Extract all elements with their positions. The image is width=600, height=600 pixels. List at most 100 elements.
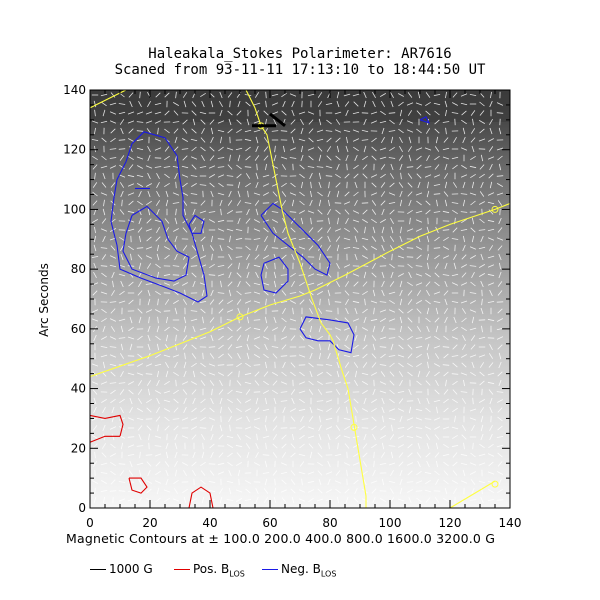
vector-mark [407, 362, 413, 368]
vector-mark [390, 451, 394, 459]
vector-mark [202, 244, 204, 252]
vector-mark [120, 253, 124, 261]
vector-mark [217, 327, 225, 331]
vector-mark [407, 335, 413, 341]
vector-mark [371, 146, 377, 152]
vector-mark [137, 254, 143, 260]
vector-mark [173, 146, 179, 152]
negative-contour [299, 316, 355, 354]
vector-mark [137, 308, 143, 314]
vector-mark [472, 442, 474, 450]
vector-mark [246, 343, 250, 351]
vector-mark [308, 497, 314, 503]
vector-mark [497, 200, 503, 206]
vector-mark [345, 154, 349, 162]
vector-mark [154, 445, 162, 447]
vector-mark [127, 454, 135, 456]
vector-mark [443, 308, 449, 314]
vector-mark [380, 200, 386, 206]
vector-mark [388, 112, 396, 114]
vector-mark [228, 487, 232, 495]
vector-mark [290, 272, 296, 278]
vector-mark [425, 317, 431, 323]
vector-mark [272, 443, 278, 449]
vector-mark [317, 308, 323, 314]
vector-mark [380, 318, 386, 322]
vector-mark [201, 434, 205, 440]
vector-mark [426, 307, 430, 315]
vector-mark [157, 127, 159, 135]
vector-mark [163, 390, 171, 394]
vector-mark [424, 147, 432, 151]
vector-mark [289, 93, 297, 97]
vector-mark [137, 380, 143, 386]
vector-mark [201, 100, 205, 108]
vector-mark [209, 407, 215, 413]
vector-mark [406, 436, 414, 438]
vector-mark [199, 255, 207, 259]
vector-mark [481, 298, 483, 306]
vector-mark [173, 110, 179, 116]
vector-mark [129, 145, 133, 153]
vector-mark [479, 399, 485, 403]
vector-mark [398, 273, 404, 277]
vector-mark [445, 91, 447, 99]
vector-mark [326, 146, 332, 152]
vector-mark [407, 110, 413, 116]
vector-mark [461, 434, 467, 440]
vector-mark [434, 353, 440, 359]
vector-mark [281, 317, 287, 323]
vector-mark [335, 335, 341, 341]
vector-mark [272, 470, 278, 476]
vector-mark [209, 174, 215, 178]
vector-mark [335, 182, 341, 188]
vector-mark [110, 371, 116, 377]
vector-mark [461, 264, 467, 268]
vector-mark [362, 390, 368, 394]
vector-mark [444, 181, 448, 189]
vector-mark [371, 209, 377, 215]
vector-mark [182, 389, 188, 395]
vector-mark [407, 182, 413, 188]
chart-subtitle: Scaned from 93-11-11 17:13:10 to 18:44:5… [114, 62, 486, 78]
vector-mark [200, 146, 206, 152]
vector-mark [201, 496, 205, 504]
vector-mark [182, 488, 188, 494]
vector-mark [415, 192, 423, 196]
vector-mark [111, 433, 115, 441]
vector-mark [210, 289, 214, 297]
vector-mark [317, 470, 323, 476]
vector-mark [137, 389, 143, 395]
vector-mark [434, 470, 440, 476]
vector-mark [174, 451, 178, 459]
vector-mark [183, 325, 187, 333]
vector-mark [469, 462, 477, 466]
vector-mark [488, 138, 494, 142]
vector-mark [164, 218, 170, 224]
vector-mark [389, 182, 395, 188]
vector-mark [327, 190, 331, 198]
vector-mark [424, 174, 432, 178]
vector-mark [353, 101, 359, 107]
vector-mark [235, 237, 243, 241]
vector-mark [118, 103, 126, 105]
vector-mark [247, 316, 249, 324]
vector-mark [236, 128, 242, 134]
vector-mark [165, 370, 169, 378]
vector-mark [191, 245, 197, 251]
vector-mark [461, 308, 467, 314]
vector-mark [406, 120, 414, 124]
vector-mark [100, 462, 108, 466]
vector-mark [145, 228, 153, 232]
vector-mark [102, 172, 106, 180]
vector-mark [470, 227, 476, 233]
vector-mark [362, 155, 368, 161]
vector-mark [308, 389, 314, 395]
vector-mark [175, 343, 177, 351]
vector-mark [415, 210, 423, 214]
vector-mark [443, 389, 449, 395]
vector-mark [309, 262, 313, 270]
vector-mark [480, 154, 484, 162]
vector-mark [442, 426, 450, 430]
vector-mark [92, 425, 98, 431]
